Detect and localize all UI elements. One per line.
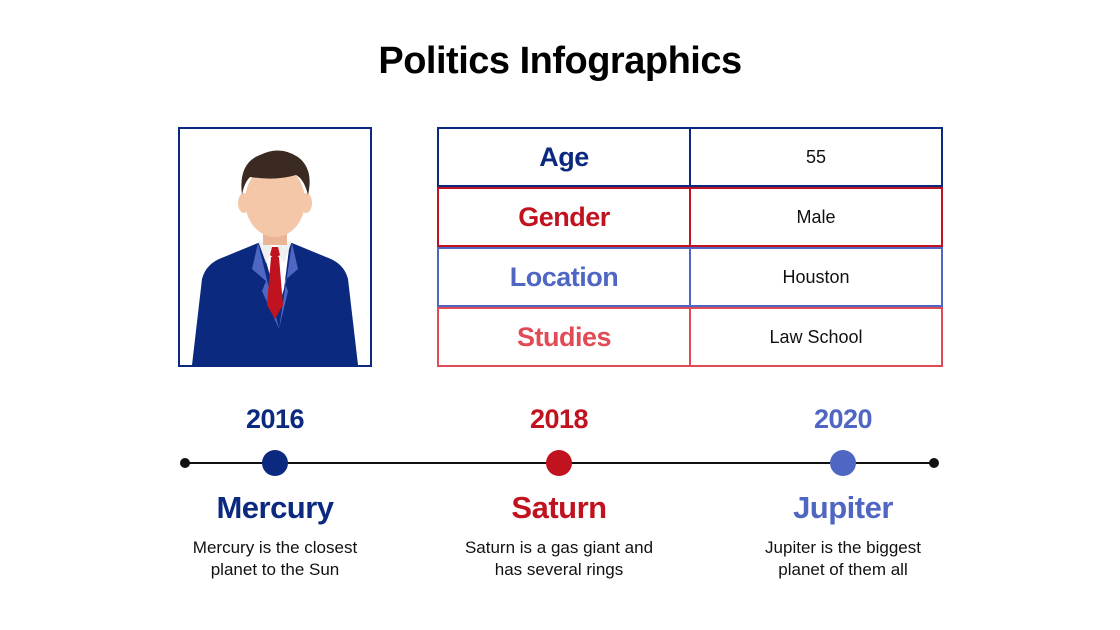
timeline-node [546,450,572,476]
profile-label: Location [439,249,691,305]
timeline-description: Saturn is a gas giant and has several ri… [439,537,679,581]
profile-label: Gender [439,189,691,245]
timeline-description: Mercury is the closest planet to the Sun [155,537,395,581]
timeline-description-line: Saturn is a gas giant and [464,538,654,557]
timeline-node [830,450,856,476]
profile-row-gender: Gender Male [437,187,943,247]
timeline-node [262,450,288,476]
timeline-planet-name: Jupiter [793,490,893,525]
page-title: Politics Infographics [378,40,742,82]
profile-value: Houston [782,266,850,287]
timeline-planet-name: Mercury [216,490,334,525]
timeline-description-line: planet of them all [778,560,908,579]
profile-label: Age [439,129,691,185]
profile-table: Age 55 Gender Male Location Houston Stud… [437,127,943,367]
timeline-description: Jupiter is the biggest planet of them al… [723,537,963,581]
timeline-year: 2016 [245,404,305,434]
businessman-avatar-icon [192,150,358,365]
profile-row-location: Location Houston [437,247,943,307]
timeline-planet-name: Saturn [511,490,607,525]
timeline-end-dot [929,458,939,468]
timeline-year: 2020 [813,404,873,434]
timeline-description-line: has several rings [494,560,624,579]
timeline-year: 2018 [529,404,589,434]
profile-row-age: Age 55 [437,127,943,187]
timeline-start-dot [180,458,190,468]
profile-value: Male [796,206,836,227]
profile-value: 55 [805,146,827,167]
timeline-description-line: planet to the Sun [210,560,340,579]
portrait-frame [178,127,372,367]
profile-value: Law School [769,326,863,347]
profile-row-studies: Studies Law School [437,307,943,367]
profile-label: Studies [439,309,691,365]
timeline-description-line: Mercury is the closest [192,538,358,557]
timeline-description-line: Jupiter is the biggest [765,538,921,557]
